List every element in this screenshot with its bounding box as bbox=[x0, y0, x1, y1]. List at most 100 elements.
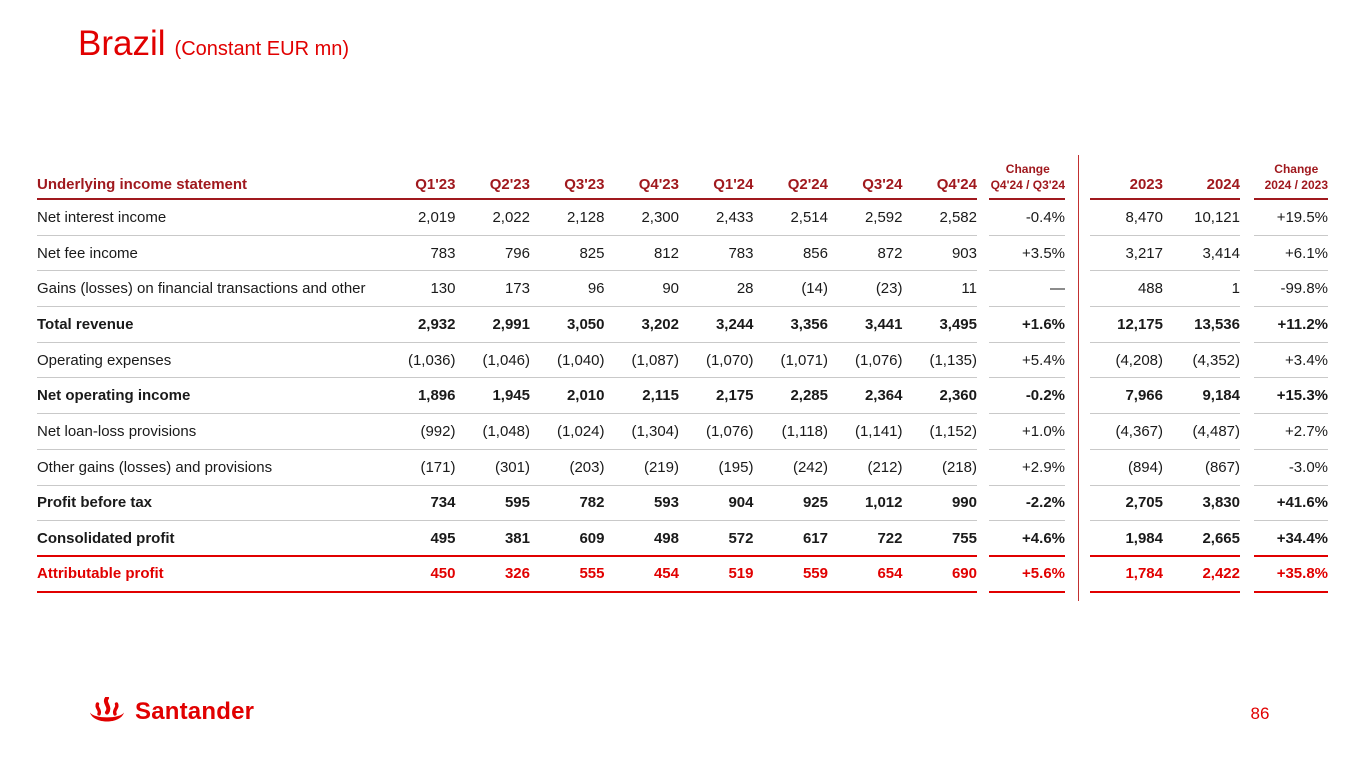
quarter-value: 595 bbox=[504, 494, 530, 512]
row-years-group: 1,784 2,422 bbox=[1090, 557, 1240, 593]
santander-logo: Santander bbox=[88, 697, 254, 727]
quarter-value: 450 bbox=[430, 565, 456, 583]
quarter-value: 2,514 bbox=[790, 208, 828, 226]
santander-flame-icon bbox=[90, 697, 124, 722]
row-years-group: 1,984 2,665 bbox=[1090, 521, 1240, 557]
year-value: 2,665 bbox=[1202, 529, 1240, 547]
quarter-value: (242) bbox=[792, 458, 828, 476]
quarter-value: 734 bbox=[430, 494, 456, 512]
quarter-value: 796 bbox=[504, 244, 530, 262]
change-q-value: +3.5% bbox=[989, 236, 1065, 272]
table-row: Net fee income 783 796 825 812 783 856 8… bbox=[37, 236, 1328, 272]
change-y-value: +11.2% bbox=[1254, 307, 1328, 343]
quarter-value: 2,991 bbox=[492, 315, 530, 333]
change-y-value: +41.6% bbox=[1254, 486, 1328, 522]
quarter-value: (1,304) bbox=[631, 422, 679, 440]
quarter-value: 3,202 bbox=[641, 315, 679, 333]
quarter-value: (1,048) bbox=[482, 422, 530, 440]
logo-wordmark: Santander bbox=[135, 698, 255, 725]
quarter-value: 498 bbox=[653, 529, 679, 547]
year-value: 10,121 bbox=[1194, 208, 1240, 226]
quarter-value: 495 bbox=[430, 529, 456, 547]
row-years-group: (4,208) (4,352) bbox=[1090, 343, 1240, 379]
row-label: Net loan-loss provisions bbox=[37, 422, 197, 440]
quarter-value: (23) bbox=[875, 280, 903, 298]
row-main-group: Total revenue 2,932 2,991 3,050 3,202 3,… bbox=[37, 307, 977, 343]
change-q-value: +4.6% bbox=[989, 521, 1065, 557]
change-q-value: -0.4% bbox=[989, 200, 1065, 236]
quarter-value: 2,592 bbox=[864, 208, 903, 226]
header-year: 2023 bbox=[1129, 176, 1163, 193]
quarter-value: 2,433 bbox=[715, 208, 754, 226]
quarter-value: 2,019 bbox=[417, 208, 456, 226]
income-statement-table: Underlying income statement Q1'23 Q2'23 … bbox=[37, 152, 1328, 601]
header-quarter: Q2'23 bbox=[489, 176, 530, 193]
row-years-group: (4,367) (4,487) bbox=[1090, 414, 1240, 450]
row-main-group: Gains (losses) on financial transactions… bbox=[37, 271, 977, 308]
header-quarter: Q3'23 bbox=[564, 176, 605, 193]
row-label: Net operating income bbox=[37, 387, 191, 405]
quarter-value: (1,087) bbox=[631, 351, 679, 369]
table-row: Total revenue 2,932 2,991 3,050 3,202 3,… bbox=[37, 307, 1328, 343]
quarter-value: (1,046) bbox=[482, 351, 530, 369]
quarter-value: 572 bbox=[728, 529, 754, 547]
row-years-group: 3,217 3,414 bbox=[1090, 236, 1240, 272]
table-row: Net operating income 1,896 1,945 2,010 2… bbox=[37, 378, 1328, 415]
table-header-row: Underlying income statement Q1'23 Q2'23 … bbox=[37, 152, 1328, 200]
quarter-value: 1,012 bbox=[864, 494, 903, 512]
year-value: (4,208) bbox=[1115, 351, 1163, 369]
change-q-value: +1.0% bbox=[989, 414, 1065, 450]
header-change-quarter-period: Q4'24 / Q3'24 bbox=[990, 177, 1065, 192]
table-row: Consolidated profit 495 381 609 498 572 … bbox=[37, 521, 1328, 557]
quarter-value: 381 bbox=[504, 529, 530, 547]
year-value: 9,184 bbox=[1202, 387, 1240, 405]
year-value: 12,175 bbox=[1117, 315, 1163, 333]
change-y-value: -99.8% bbox=[1254, 271, 1328, 308]
quarter-value: 904 bbox=[728, 494, 754, 512]
row-label: Net fee income bbox=[37, 244, 138, 262]
quarter-value: 783 bbox=[430, 244, 456, 262]
year-value: (894) bbox=[1127, 458, 1163, 476]
year-value: 7,966 bbox=[1125, 387, 1163, 405]
quarter-value: 2,175 bbox=[715, 387, 754, 405]
table-row: Attributable profit 450 326 555 454 519 … bbox=[37, 557, 1328, 593]
header-quarter: Q1'23 bbox=[415, 176, 456, 193]
year-value: (4,367) bbox=[1115, 422, 1163, 440]
quarter-value: 454 bbox=[653, 565, 679, 583]
title-main: Brazil bbox=[78, 24, 166, 63]
quarter-value: 722 bbox=[877, 529, 903, 547]
quarter-value: 617 bbox=[802, 529, 828, 547]
table-row: Other gains (losses) and provisions (171… bbox=[37, 450, 1328, 486]
table-row: Net loan-loss provisions (992) (1,048) (… bbox=[37, 414, 1328, 450]
row-years-group: 8,470 10,121 bbox=[1090, 200, 1240, 236]
row-years-group: 488 1 bbox=[1090, 271, 1240, 308]
change-q-value: -0.2% bbox=[989, 378, 1065, 415]
year-value: 13,536 bbox=[1194, 315, 1240, 333]
quarter-value: 2,932 bbox=[417, 315, 456, 333]
row-label: Profit before tax bbox=[37, 494, 153, 512]
header-quarter: Q3'24 bbox=[862, 176, 903, 193]
change-q-value: -2.2% bbox=[989, 486, 1065, 522]
quarter-value: 2,582 bbox=[939, 208, 977, 226]
quarter-value: 11 bbox=[961, 280, 977, 298]
change-y-value: +35.8% bbox=[1254, 557, 1328, 593]
year-value: 488 bbox=[1137, 280, 1163, 298]
title-subtitle: (Constant EUR mn) bbox=[174, 38, 350, 60]
quarter-value: 2,128 bbox=[566, 208, 605, 226]
quarter-value: (1,141) bbox=[854, 422, 903, 440]
row-label: Operating expenses bbox=[37, 351, 172, 369]
quarter-value: 3,495 bbox=[939, 315, 977, 333]
header-main-group: Underlying income statement Q1'23 Q2'23 … bbox=[37, 152, 977, 200]
year-value: 3,414 bbox=[1202, 244, 1240, 262]
quarter-value: 825 bbox=[579, 244, 605, 262]
quarter-value: 783 bbox=[728, 244, 754, 262]
quarter-value: (219) bbox=[643, 458, 679, 476]
quarter-value: (1,152) bbox=[929, 422, 977, 440]
change-y-value: +19.5% bbox=[1254, 200, 1328, 236]
row-label: Gains (losses) on financial transactions… bbox=[37, 280, 366, 298]
quarter-value: (1,040) bbox=[556, 351, 605, 369]
quarter-value: (992) bbox=[420, 422, 456, 440]
quarter-value: 1,945 bbox=[492, 387, 530, 405]
header-years-group: 2023 2024 bbox=[1090, 152, 1240, 200]
